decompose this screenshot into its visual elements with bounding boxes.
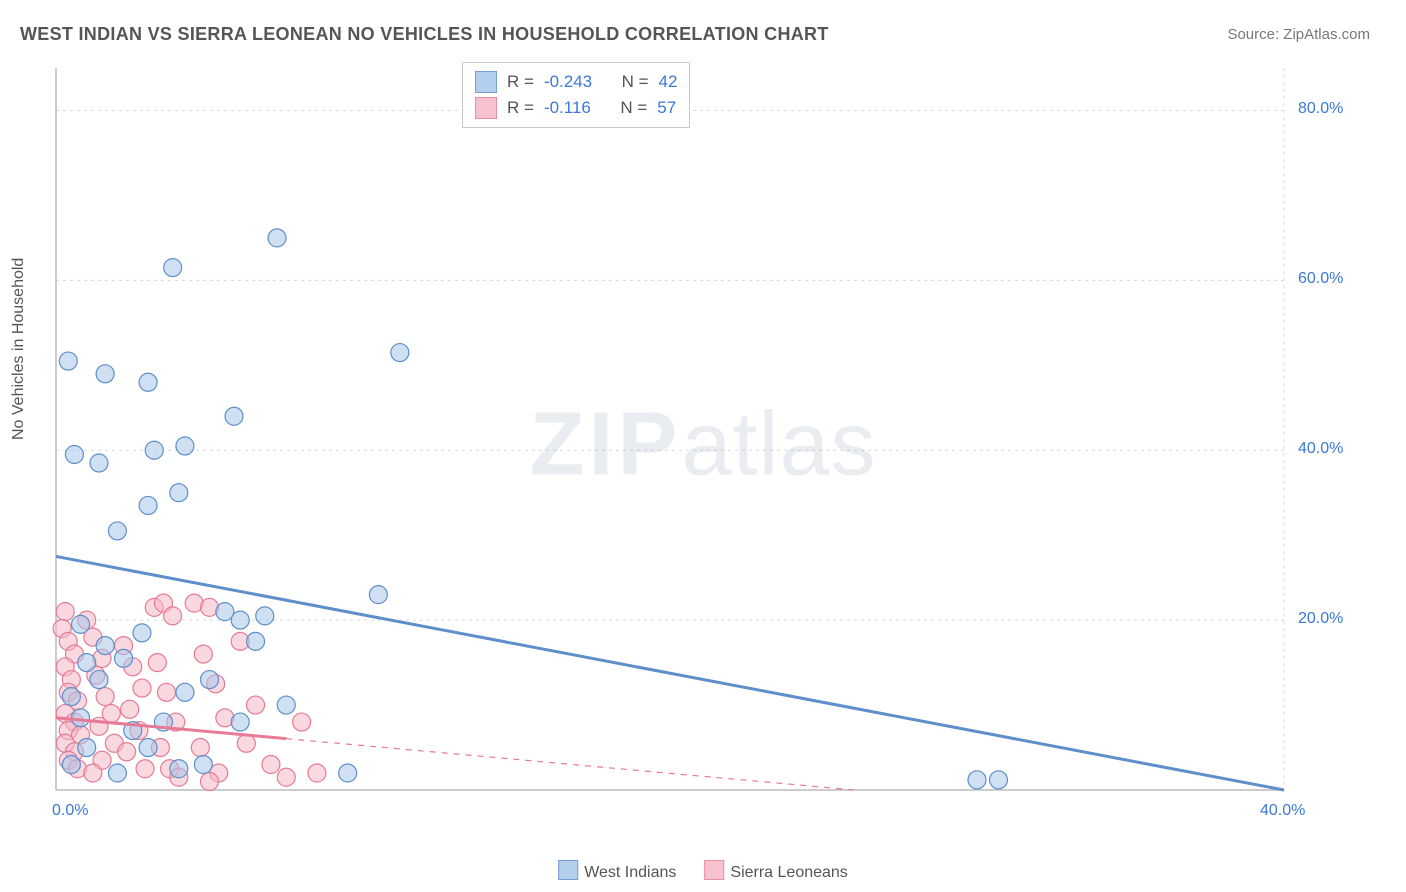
legend-label: Sierra Leoneans [730,864,847,881]
y-axis-label: No Vehicles in Household [10,258,28,440]
y-tick-label: 20.0% [1298,610,1343,628]
plot-svg [48,60,1358,830]
r-value-1: -0.116 [544,95,591,121]
bottom-legend-item: West Indians [558,860,676,882]
x-tick-label: 0.0% [52,802,88,820]
stat-legend: R = -0.243 N = 42 R = -0.116 N = 57 [462,62,690,128]
plot-area: ZIPatlas [48,60,1358,830]
n-value-0: 42 [659,69,678,95]
r-label: R = [507,95,534,121]
n-label: N = [620,95,647,121]
legend-swatch-icon [704,860,724,880]
legend-label: West Indians [584,864,676,881]
legend-swatch-series-0 [475,71,497,93]
r-label: R = [507,69,534,95]
bottom-legend: West Indians Sierra Leoneans [558,860,848,882]
legend-swatch-icon [558,860,578,880]
chart-title: WEST INDIAN VS SIERRA LEONEAN NO VEHICLE… [20,24,829,45]
n-value-1: 57 [657,95,676,121]
stat-legend-row: R = -0.116 N = 57 [475,95,677,121]
legend-swatch-series-1 [475,97,497,119]
stat-legend-row: R = -0.243 N = 42 [475,69,677,95]
r-value-0: -0.243 [544,69,592,95]
source-label: Source: ZipAtlas.com [1227,26,1370,43]
y-tick-label: 80.0% [1298,100,1343,118]
y-tick-label: 40.0% [1298,440,1343,458]
x-tick-label: 40.0% [1260,802,1305,820]
bottom-legend-item: Sierra Leoneans [704,860,847,882]
n-label: N = [622,69,649,95]
y-tick-label: 60.0% [1298,270,1343,288]
